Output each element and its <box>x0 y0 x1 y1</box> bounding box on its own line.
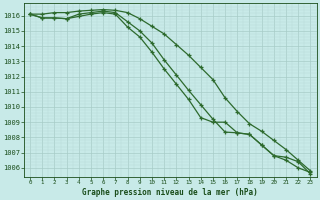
X-axis label: Graphe pression niveau de la mer (hPa): Graphe pression niveau de la mer (hPa) <box>82 188 258 197</box>
